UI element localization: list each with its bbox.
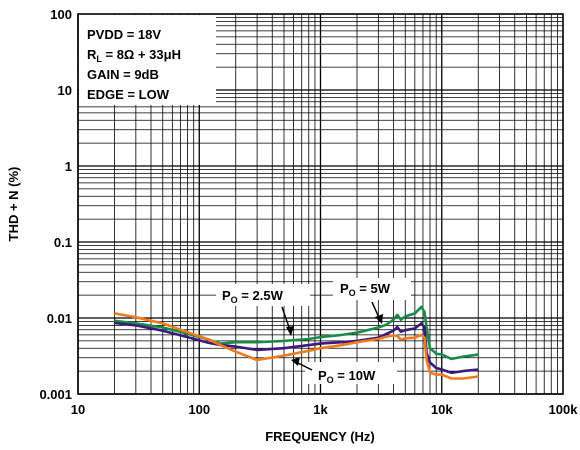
x-tick-label: 100 [188,402,210,417]
x-axis-label: FREQUENCY (Hz) [265,429,375,444]
series-label-10w: PO = 10W [291,357,397,385]
y-tick-label: 1 [65,159,72,174]
y-tick-label: 0.001 [39,387,72,402]
y-tick-label: 100 [50,7,72,22]
series-line-3 [114,312,479,380]
series-label-2p5w: PO = 2.5W [216,284,310,336]
x-tick-label: 100k [549,402,579,417]
x-tick-label: 10k [431,402,453,417]
y-tick-label: 0.1 [54,235,72,250]
tick-labels: 10 100 1k 10k 100k 0.001 0.01 0.1 1 10 100 [39,7,578,417]
y-tick-label: 10 [58,83,72,98]
y-tick-label: 0.01 [47,311,72,326]
condition-line-3: GAIN = 9dB [87,67,159,82]
plot-frame [77,13,564,395]
condition-line-4: EDGE = LOW [87,87,170,102]
x-tick-label: 1k [313,402,328,417]
condition-line-2: RL = 8Ω + 33μH [87,47,181,64]
conditions-box: PVDD = 18V RL = 8Ω + 33μH GAIN = 9dB EDG… [79,15,216,105]
series-layer [114,305,479,380]
svg-text:PO = 10W: PO = 10W [318,368,376,385]
series-label-5w: PO = 5W [333,278,411,324]
svg-text:PO = 2.5W: PO = 2.5W [222,288,284,305]
x-tick-label: 10 [71,402,85,417]
condition-line-1: PVDD = 18V [87,27,161,42]
svg-text:PO = 5W: PO = 5W [340,281,391,298]
y-axis-label: THD + N (%) [6,167,21,242]
